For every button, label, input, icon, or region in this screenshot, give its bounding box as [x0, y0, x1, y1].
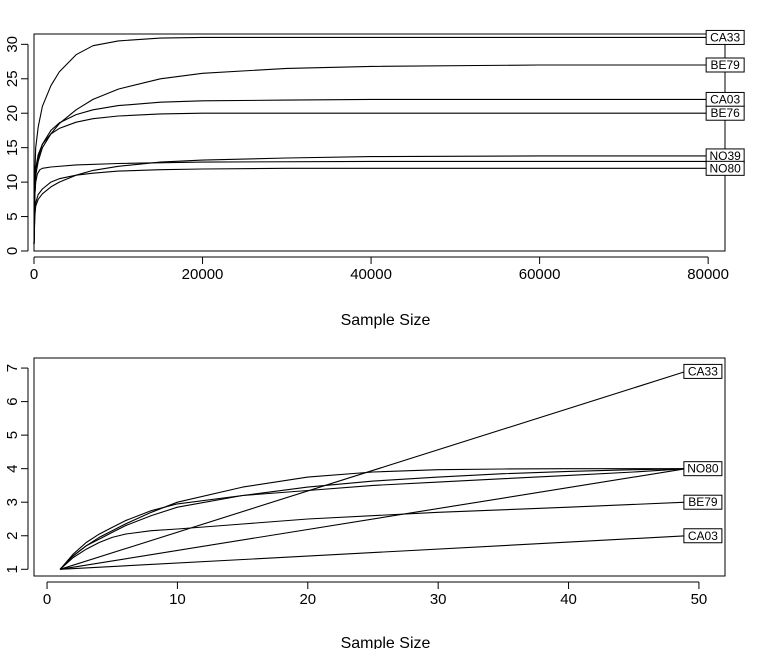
- y-tick-label: 5: [4, 212, 21, 220]
- y-tick-label: 25: [4, 70, 21, 87]
- y-tick-label: 15: [4, 139, 21, 156]
- curve-label-box: [705, 57, 745, 73]
- x-tick-label: 10: [169, 591, 186, 608]
- series-line-ca03: [33, 98, 709, 245]
- chart-bottom-rarefaction: 0 10 20 30 40 50 1 2 3 4 5 6 7 Sample Size CA33 NO80 BE7…: [4, 357, 726, 649]
- series-line-unlabeled-6: [33, 160, 709, 245]
- y-tick-label: 1: [4, 565, 21, 573]
- x-tick-label: 60000: [519, 266, 561, 283]
- curve-label-ca33: CA33: [688, 364, 718, 378]
- x-tick-label: 20000: [182, 266, 224, 283]
- series-line-no80: [33, 167, 709, 245]
- series-line-unlabeled-6: [59, 468, 686, 570]
- curve-label-box: [683, 363, 723, 379]
- x-axis-title: Sample Size: [341, 635, 431, 649]
- x-tick-label: 20: [299, 591, 316, 608]
- x-tick-label: 0: [43, 591, 51, 608]
- series-line-be79: [33, 64, 709, 245]
- x-tick-label: 50: [691, 591, 708, 608]
- plot-frame: [33, 33, 726, 252]
- curve-label-box: [705, 160, 745, 176]
- y-tick-label: 30: [4, 36, 21, 53]
- curve-label-no39: NO39: [709, 149, 741, 163]
- curve-label-no80: NO80: [709, 161, 741, 175]
- curve-label-box: [683, 461, 723, 477]
- x-tick-label: 0: [30, 266, 38, 283]
- x-tick-label: 80000: [687, 266, 729, 283]
- y-tick-label: 20: [4, 105, 21, 122]
- series-line-unlabeled-3: [60, 468, 686, 570]
- y-tick-label: 10: [4, 174, 21, 191]
- curve-label-be79: BE79: [688, 495, 718, 509]
- curve-label-ca33: CA33: [710, 30, 740, 44]
- y-tick-label: 4: [4, 465, 21, 473]
- curve-label-be79: BE79: [710, 58, 740, 72]
- y-tick-label: 7: [4, 364, 21, 372]
- plot-frame: [33, 357, 726, 577]
- x-axis-title: Sample Size: [341, 312, 431, 329]
- chart-top-rarefaction: 0 20000 40000 60000 80000 0 5 10 15 20 25 30 Sample …: [4, 29, 745, 329]
- series-line-no39: [33, 155, 709, 245]
- curve-label-ca03: CA03: [688, 529, 718, 543]
- series-line-ca33: [33, 36, 709, 245]
- y-tick-label: 0: [4, 247, 21, 255]
- series-line-no80: [59, 468, 686, 570]
- y-tick-label: 2: [4, 532, 21, 540]
- x-tick-label: 30: [430, 591, 447, 608]
- series-line-ca33: [59, 370, 687, 570]
- y-tick-label: 3: [4, 498, 21, 506]
- y-tick-label: 6: [4, 397, 21, 405]
- series-line-unlabeled-2: [59, 468, 686, 570]
- series-line-ca03: [60, 535, 686, 570]
- x-tick-label: 40000: [350, 266, 392, 283]
- curve-label-be76: BE76: [710, 106, 740, 120]
- y-tick-label: 5: [4, 431, 21, 439]
- x-tick-label: 40: [560, 591, 577, 608]
- curve-label-no80: NO80: [687, 462, 719, 476]
- curve-label-box: [705, 105, 745, 121]
- series-line-be76: [33, 112, 709, 245]
- series-line-be79: [59, 501, 686, 570]
- curve-label-box: [683, 528, 723, 544]
- curve-label-ca03: CA03: [710, 92, 740, 106]
- curve-label-box: [683, 494, 723, 510]
- curve-label-box: [705, 29, 745, 45]
